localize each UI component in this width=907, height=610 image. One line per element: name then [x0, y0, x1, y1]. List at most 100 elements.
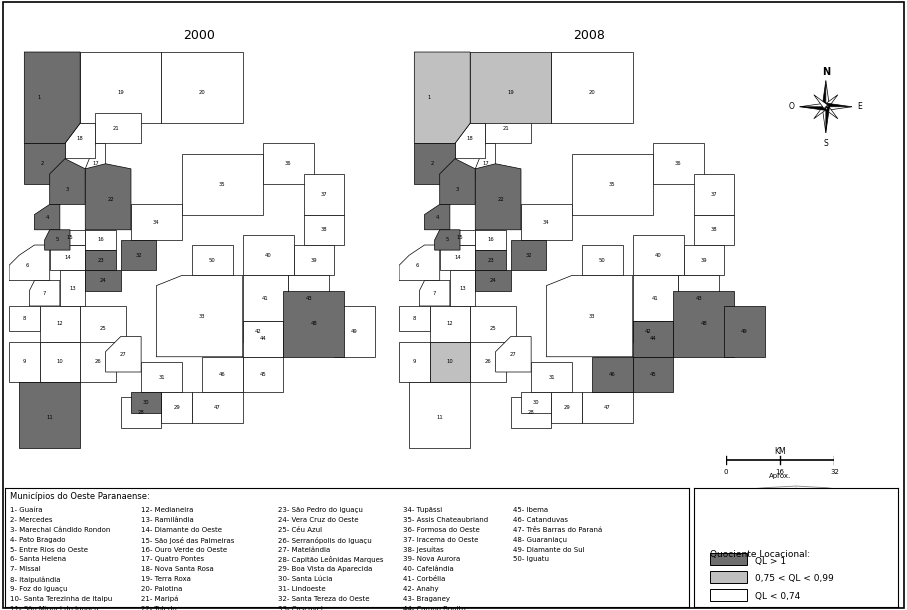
- Text: 32: 32: [525, 253, 532, 257]
- Text: 39- Nova Aurora: 39- Nova Aurora: [403, 556, 461, 562]
- Polygon shape: [44, 230, 70, 250]
- Text: 17: 17: [92, 161, 99, 167]
- Polygon shape: [822, 107, 825, 133]
- Text: 1: 1: [428, 95, 431, 100]
- Polygon shape: [450, 270, 475, 306]
- Text: 16: 16: [97, 237, 104, 242]
- Polygon shape: [85, 230, 116, 250]
- Text: 2: 2: [41, 161, 44, 167]
- Text: QL < 0,74: QL < 0,74: [755, 592, 800, 601]
- Text: 26: 26: [484, 359, 492, 364]
- Polygon shape: [304, 174, 345, 215]
- Text: 48: 48: [700, 321, 707, 326]
- Polygon shape: [40, 306, 80, 342]
- Text: 4- Pato Bragado: 4- Pato Bragado: [10, 537, 65, 543]
- Text: 44: 44: [649, 337, 657, 342]
- Text: 25: 25: [490, 326, 496, 331]
- Text: 49: 49: [351, 329, 358, 334]
- Polygon shape: [399, 306, 430, 331]
- Polygon shape: [825, 81, 830, 107]
- Polygon shape: [814, 95, 827, 109]
- Text: 28: 28: [138, 410, 144, 415]
- Text: 36: 36: [675, 161, 682, 167]
- Text: 35: 35: [219, 182, 226, 187]
- Polygon shape: [684, 245, 724, 276]
- Text: 40: 40: [265, 253, 271, 257]
- Text: 41- Corbélia: 41- Corbélia: [403, 576, 445, 582]
- Text: 10: 10: [446, 359, 454, 364]
- Text: 41: 41: [262, 296, 269, 301]
- Text: 33: 33: [199, 314, 205, 318]
- Text: 17- Quatro Pontes: 17- Quatro Pontes: [141, 556, 205, 562]
- Text: E: E: [857, 102, 862, 111]
- Polygon shape: [475, 270, 511, 291]
- Polygon shape: [161, 52, 243, 123]
- Polygon shape: [592, 357, 633, 392]
- Polygon shape: [283, 291, 345, 357]
- Text: 16: 16: [487, 237, 494, 242]
- Text: 35: 35: [610, 182, 616, 187]
- Text: 31: 31: [158, 375, 165, 379]
- Polygon shape: [582, 392, 633, 423]
- Polygon shape: [673, 291, 735, 357]
- Polygon shape: [24, 52, 80, 143]
- Polygon shape: [825, 107, 830, 133]
- Text: 24- Vera Cruz do Oeste: 24- Vera Cruz do Oeste: [278, 517, 359, 523]
- Polygon shape: [60, 270, 85, 306]
- Text: 13: 13: [459, 285, 466, 291]
- Text: 15- São José das Palmeiras: 15- São José das Palmeiras: [141, 537, 235, 544]
- Text: 27- Matelândia: 27- Matelândia: [278, 547, 331, 553]
- Polygon shape: [95, 113, 141, 143]
- Polygon shape: [551, 392, 582, 423]
- Text: 18: 18: [77, 136, 83, 141]
- Text: 14: 14: [454, 255, 461, 260]
- Text: O: O: [788, 102, 795, 111]
- Polygon shape: [131, 392, 161, 412]
- Polygon shape: [633, 321, 673, 357]
- Text: 22: 22: [497, 197, 504, 202]
- Text: 19: 19: [117, 90, 124, 95]
- Polygon shape: [29, 281, 60, 306]
- Polygon shape: [105, 337, 141, 372]
- Polygon shape: [24, 143, 65, 184]
- Polygon shape: [409, 382, 470, 448]
- Polygon shape: [243, 321, 283, 357]
- Polygon shape: [532, 362, 571, 392]
- Polygon shape: [85, 250, 116, 270]
- Text: 30: 30: [533, 400, 540, 405]
- Text: 25- Céu Azul: 25- Céu Azul: [278, 527, 323, 533]
- Text: 7: 7: [43, 291, 46, 296]
- Polygon shape: [85, 270, 121, 291]
- Text: 29- Boa Vista da Aparecida: 29- Boa Vista da Aparecida: [278, 566, 373, 572]
- Text: 33: 33: [589, 314, 595, 318]
- Text: 38- Jesuítas: 38- Jesuítas: [403, 547, 444, 553]
- Polygon shape: [440, 245, 475, 270]
- Text: 16- Ouro Verde do Oeste: 16- Ouro Verde do Oeste: [141, 547, 228, 553]
- Text: S: S: [824, 140, 828, 148]
- Text: 38: 38: [321, 228, 327, 232]
- Text: 14- Diamante do Oeste: 14- Diamante do Oeste: [141, 527, 222, 533]
- Text: 30: 30: [143, 400, 150, 405]
- Polygon shape: [243, 321, 273, 342]
- Text: 24: 24: [490, 278, 496, 283]
- Text: 48- Guaraniaçu: 48- Guaraniaçu: [512, 537, 567, 543]
- Text: Municípios do Oeste Paranaense:: Municípios do Oeste Paranaense:: [10, 492, 150, 501]
- Text: 50- Iguatu: 50- Iguatu: [512, 556, 549, 562]
- Polygon shape: [156, 276, 243, 357]
- Polygon shape: [814, 105, 827, 119]
- Text: 11- São Miguel do Iguaçu: 11- São Miguel do Iguaçu: [10, 606, 99, 610]
- Polygon shape: [633, 276, 678, 321]
- Text: 47: 47: [214, 405, 220, 410]
- Text: 13- Ramilândia: 13- Ramilândia: [141, 517, 194, 523]
- Text: 26- Serranópolis do Iguaçu: 26- Serranópolis do Iguaçu: [278, 537, 372, 544]
- Polygon shape: [34, 204, 60, 230]
- Polygon shape: [475, 143, 495, 179]
- Polygon shape: [633, 235, 684, 276]
- Text: 3- Marechal Cândido Rondon: 3- Marechal Cândido Rondon: [10, 527, 111, 533]
- Text: 31- Lindoeste: 31- Lindoeste: [278, 586, 327, 592]
- Text: 8- Itaipulândia: 8- Itaipulândia: [10, 576, 61, 583]
- Polygon shape: [85, 163, 131, 230]
- Text: 30- Santa Lúcia: 30- Santa Lúcia: [278, 576, 333, 582]
- Polygon shape: [521, 204, 571, 240]
- Text: 29: 29: [563, 405, 571, 410]
